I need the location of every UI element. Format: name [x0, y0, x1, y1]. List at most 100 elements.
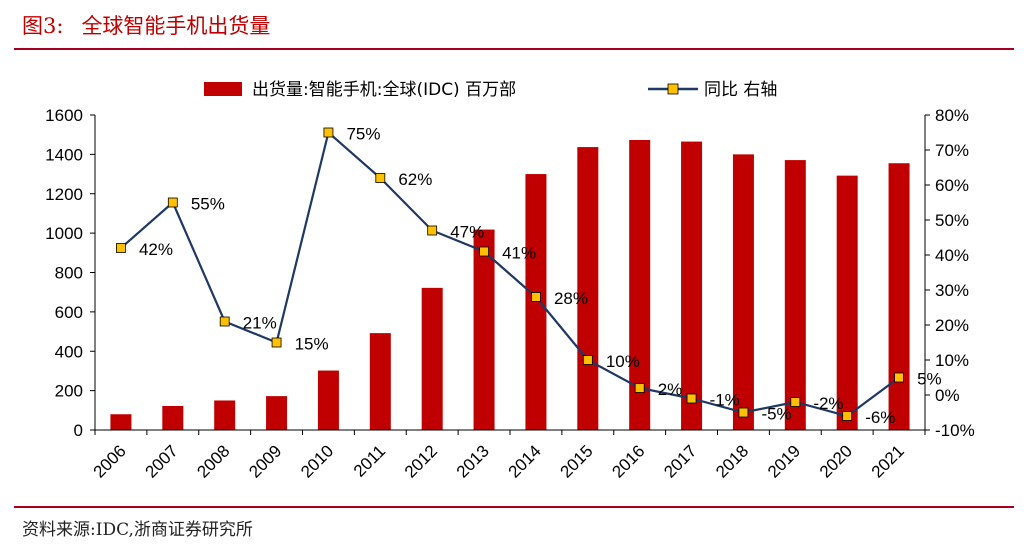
line-series: 42% 55% 21% 15% 75% 62% 47% 41% 28% 10% 2% -1% -5% -2… [116, 125, 942, 427]
x-tick-label: 2007 [141, 441, 181, 481]
yoy-data-label: -5% [761, 405, 791, 424]
left-tick-label: 400 [55, 342, 83, 361]
yoy-point-2019 [790, 397, 801, 407]
bar-2014 [525, 174, 547, 430]
legend-line-label: 同比 右轴 [704, 80, 777, 100]
x-tick-label: 2006 [90, 441, 130, 481]
yoy-point-2009 [271, 337, 282, 348]
left-tick-label: 1200 [45, 185, 83, 204]
title-rule [14, 48, 1014, 50]
bar-2016 [629, 140, 651, 431]
shipments-chart: 出货量:智能手机:全球(IDC) 百万部 同比 右轴 0 200 400 600 800… [45, 80, 975, 482]
bar-2006 [110, 414, 132, 430]
legend: 出货量:智能手机:全球(IDC) 百万部 同比 右轴 [204, 80, 777, 100]
right-tick-label: 70% [935, 141, 969, 160]
bar-2017 [681, 141, 703, 430]
x-tick-label: 2010 [297, 441, 337, 481]
right-tick-label: 50% [935, 211, 969, 230]
bar-2008 [214, 400, 236, 430]
left-tick-label: 1000 [45, 224, 83, 243]
yoy-point-2020 [842, 411, 853, 421]
x-tick-label: 2016 [608, 441, 648, 481]
left-tick-label: 1600 [45, 106, 83, 125]
bar-2009 [266, 396, 288, 430]
x-tick-label: 2014 [505, 441, 545, 481]
left-tick-label: 0 [74, 421, 83, 440]
yoy-point-2006 [116, 243, 126, 253]
left-tick-label: 200 [55, 382, 83, 401]
yoy-point-2010 [323, 127, 334, 138]
yoy-point-2012 [427, 225, 438, 236]
left-axis-ticks: 0 200 400 600 800 1000 1200 1400 1600 [45, 106, 95, 440]
bar-2015 [577, 147, 599, 430]
x-tick-label: 2012 [401, 441, 441, 481]
left-tick-label: 600 [55, 303, 83, 322]
yoy-data-label: -6% [865, 408, 895, 427]
bar-2020 [836, 175, 858, 430]
right-tick-label: -10% [935, 421, 975, 440]
x-tick-label: 2019 [764, 441, 804, 481]
yoy-data-label: 62% [398, 170, 432, 189]
yoy-point-2014 [531, 292, 541, 302]
footer-rule [14, 506, 1014, 508]
x-tick-label: 2021 [868, 441, 908, 481]
x-tick-label: 2008 [193, 441, 233, 481]
yoy-data-label: 21% [243, 314, 277, 333]
bar-2010 [317, 370, 339, 430]
bar-2012 [421, 287, 443, 430]
yoy-point-2016 [634, 383, 645, 393]
figure-number: 图3: [22, 14, 64, 38]
x-tick-label: 2020 [816, 441, 856, 481]
x-tick-label: 2018 [712, 441, 752, 481]
legend-line-marker [667, 83, 679, 95]
x-tick-label: 2013 [453, 441, 493, 481]
legend-bar-label: 出货量:智能手机:全球(IDC) 百万部 [252, 80, 516, 100]
yoy-point-2021 [894, 372, 904, 383]
right-tick-label: 80% [935, 106, 969, 125]
yoy-data-label: -2% [813, 394, 843, 413]
yoy-data-label: 28% [554, 289, 588, 308]
right-tick-label: 40% [935, 246, 969, 265]
yoy-data-label: 15% [295, 335, 329, 354]
bar-2018 [732, 154, 754, 430]
x-tick-label: 2015 [556, 441, 596, 481]
yoy-point-2017 [686, 393, 697, 404]
bar-2011 [369, 333, 391, 430]
bar-2013 [473, 229, 495, 430]
yoy-data-label: 47% [450, 223, 484, 242]
yoy-data-label: 2% [658, 380, 683, 399]
yoy-data-label: 55% [191, 195, 225, 214]
bar-series [110, 140, 910, 431]
figure-title: 图3: 全球智能手机出货量 [22, 10, 270, 40]
bar-2007 [162, 405, 184, 430]
right-tick-label: 60% [935, 176, 969, 195]
yoy-data-label: 41% [502, 244, 536, 263]
yoy-point-2013 [479, 246, 489, 257]
yoy-point-2011 [375, 173, 386, 183]
bar-2021 [888, 163, 910, 430]
left-tick-label: 800 [55, 264, 83, 283]
yoy-point-2008 [219, 316, 230, 327]
source-note: 资料来源:IDC,浙商证券研究所 [22, 520, 253, 540]
right-tick-label: 30% [935, 281, 969, 300]
right-tick-label: 20% [935, 316, 969, 335]
yoy-point-2015 [582, 355, 593, 365]
bar-2019 [784, 160, 806, 430]
left-tick-label: 1400 [45, 145, 83, 164]
yoy-data-label: 42% [139, 240, 173, 259]
legend-bar-swatch [204, 82, 242, 96]
x-tick-label: 2009 [245, 441, 285, 481]
yoy-point-2018 [738, 407, 749, 418]
x-tick-label: 2017 [660, 441, 700, 481]
right-axis-ticks: -10% 0% 10% 20% 30% 40% 50% 60% 70% 80% [925, 106, 975, 440]
yoy-line [120, 130, 900, 418]
yoy-data-label: -1% [710, 391, 740, 410]
x-axis-ticks: 2006 2007 2008 2009 2010 2011 2012 2013 2014 2015… [90, 430, 926, 482]
right-tick-label: 10% [935, 351, 969, 370]
figure-title-text: 全球智能手机出货量 [81, 14, 271, 38]
yoy-data-label: 5% [917, 370, 942, 389]
right-tick-label: 0% [935, 386, 960, 405]
yoy-point-2007 [167, 197, 178, 208]
yoy-data-label: 75% [346, 125, 380, 144]
x-tick-label: 2011 [350, 441, 389, 480]
